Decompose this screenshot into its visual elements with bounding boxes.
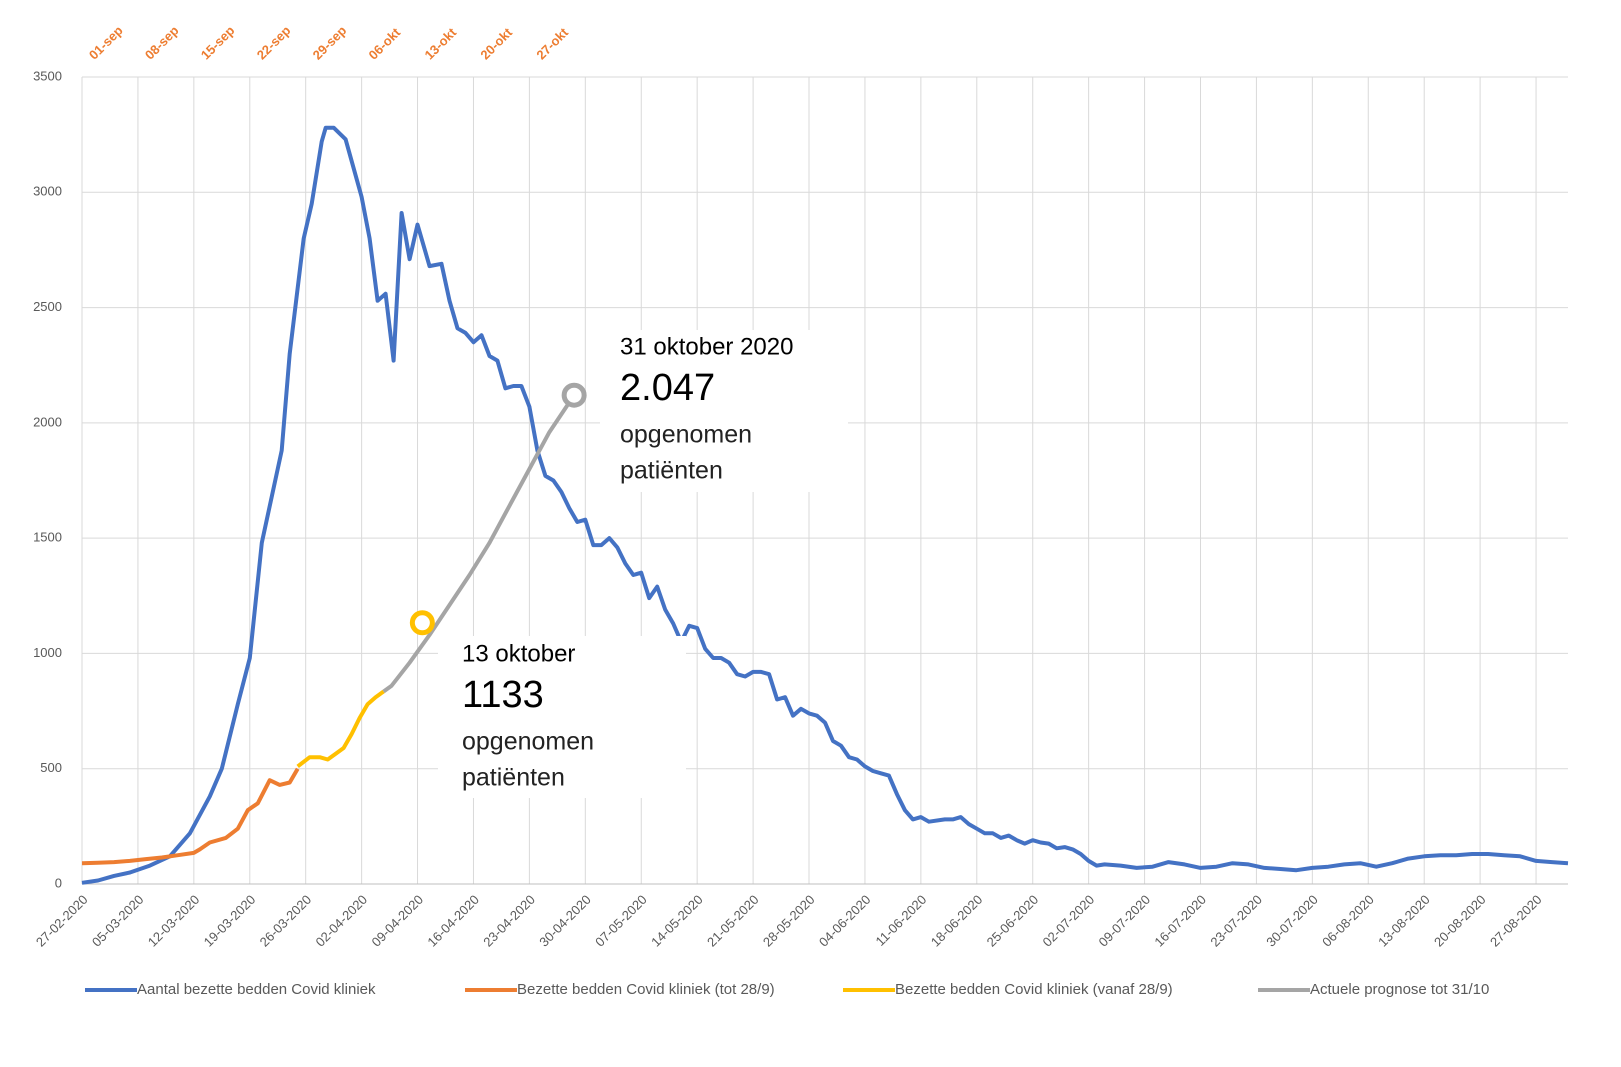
y-tick-label: 2500 — [33, 299, 62, 314]
legend-label: Bezette bedden Covid kliniek (vanaf 28/9… — [895, 981, 1173, 998]
x-tick-label: 26-03-2020 — [257, 892, 315, 950]
legend-label: Aantal bezette bedden Covid kliniek — [137, 981, 376, 998]
x-tick-label: 20-08-2020 — [1431, 892, 1489, 950]
x-tick-label: 09-04-2020 — [368, 892, 426, 950]
x-tick-label: 11-06-2020 — [872, 892, 929, 949]
x-tick-label: 18-06-2020 — [928, 892, 986, 950]
annotation-date: 13 oktober — [462, 640, 575, 667]
y-tick-label: 1500 — [33, 530, 62, 545]
annotation-date: 31 oktober 2020 — [620, 333, 793, 360]
annotation-text: opgenomen — [620, 421, 752, 449]
x2-tick-label: 15-sep — [198, 23, 238, 63]
annotation-text: opgenomen — [462, 728, 594, 756]
x-tick-label: 13-08-2020 — [1375, 892, 1433, 950]
x-tick-label: 27-08-2020 — [1487, 892, 1545, 950]
x-tick-label: 16-04-2020 — [424, 892, 482, 950]
end-marker — [561, 382, 587, 408]
x-tick-label: 21-05-2020 — [704, 892, 762, 950]
annotation-box — [438, 636, 686, 798]
x-tick-label: 02-07-2020 — [1040, 892, 1098, 950]
series-line — [382, 394, 576, 694]
x-tick-label: 28-05-2020 — [760, 892, 818, 950]
x-tick-label: 16-07-2020 — [1151, 892, 1209, 950]
annotation-value: 2.047 — [620, 367, 715, 409]
annotation-value: 1133 — [462, 674, 544, 716]
point-marker — [409, 610, 435, 636]
x-tick-label: 30-04-2020 — [536, 892, 594, 950]
x-tick-label: 07-05-2020 — [592, 892, 650, 950]
annotation-text: patiënten — [620, 457, 723, 485]
x-tick-label: 19-03-2020 — [201, 892, 259, 950]
y-tick-label: 3000 — [33, 184, 62, 199]
legend-label: Actuele prognose tot 31/10 — [1310, 981, 1489, 998]
x2-tick-label: 20-okt — [477, 24, 515, 62]
x2-tick-label: 06-okt — [366, 24, 404, 62]
y-tick-label: 0 — [55, 875, 62, 890]
x-tick-label: 09-07-2020 — [1095, 892, 1153, 950]
y-tick-label: 1000 — [33, 645, 62, 660]
x-tick-label: 12-03-2020 — [145, 892, 203, 950]
series-line — [81, 767, 300, 866]
x-tick-label: 14-05-2020 — [648, 892, 706, 950]
legend-label: Bezette bedden Covid kliniek (tot 28/9) — [517, 981, 775, 998]
x-tick-label: 23-07-2020 — [1207, 892, 1265, 950]
annotation-text: patiënten — [462, 764, 565, 792]
annotation-box — [600, 330, 848, 492]
x2-tick-label: 22-sep — [254, 23, 294, 63]
x2-tick-label: 27-okt — [533, 24, 571, 62]
x2-tick-label: 08-sep — [142, 23, 182, 63]
x2-tick-label: 29-sep — [310, 23, 350, 63]
x-tick-label: 27-02-2020 — [33, 892, 91, 950]
x-tick-label: 06-08-2020 — [1319, 892, 1377, 950]
y-tick-label: 3500 — [33, 68, 62, 83]
x2-tick-label: 13-okt — [421, 24, 459, 62]
y-tick-label: 2000 — [33, 414, 62, 429]
x-tick-label: 02-04-2020 — [313, 892, 371, 950]
x-tick-label: 25-06-2020 — [984, 892, 1042, 950]
series-line — [81, 125, 1569, 885]
y-tick-label: 500 — [40, 760, 62, 775]
x2-tick-label: 01-sep — [86, 23, 126, 63]
x-tick-label: 30-07-2020 — [1263, 892, 1321, 950]
series-line — [296, 689, 385, 768]
x-tick-label: 23-04-2020 — [480, 892, 538, 950]
x-tick-label: 05-03-2020 — [89, 892, 147, 950]
x-tick-label: 04-06-2020 — [816, 892, 874, 950]
